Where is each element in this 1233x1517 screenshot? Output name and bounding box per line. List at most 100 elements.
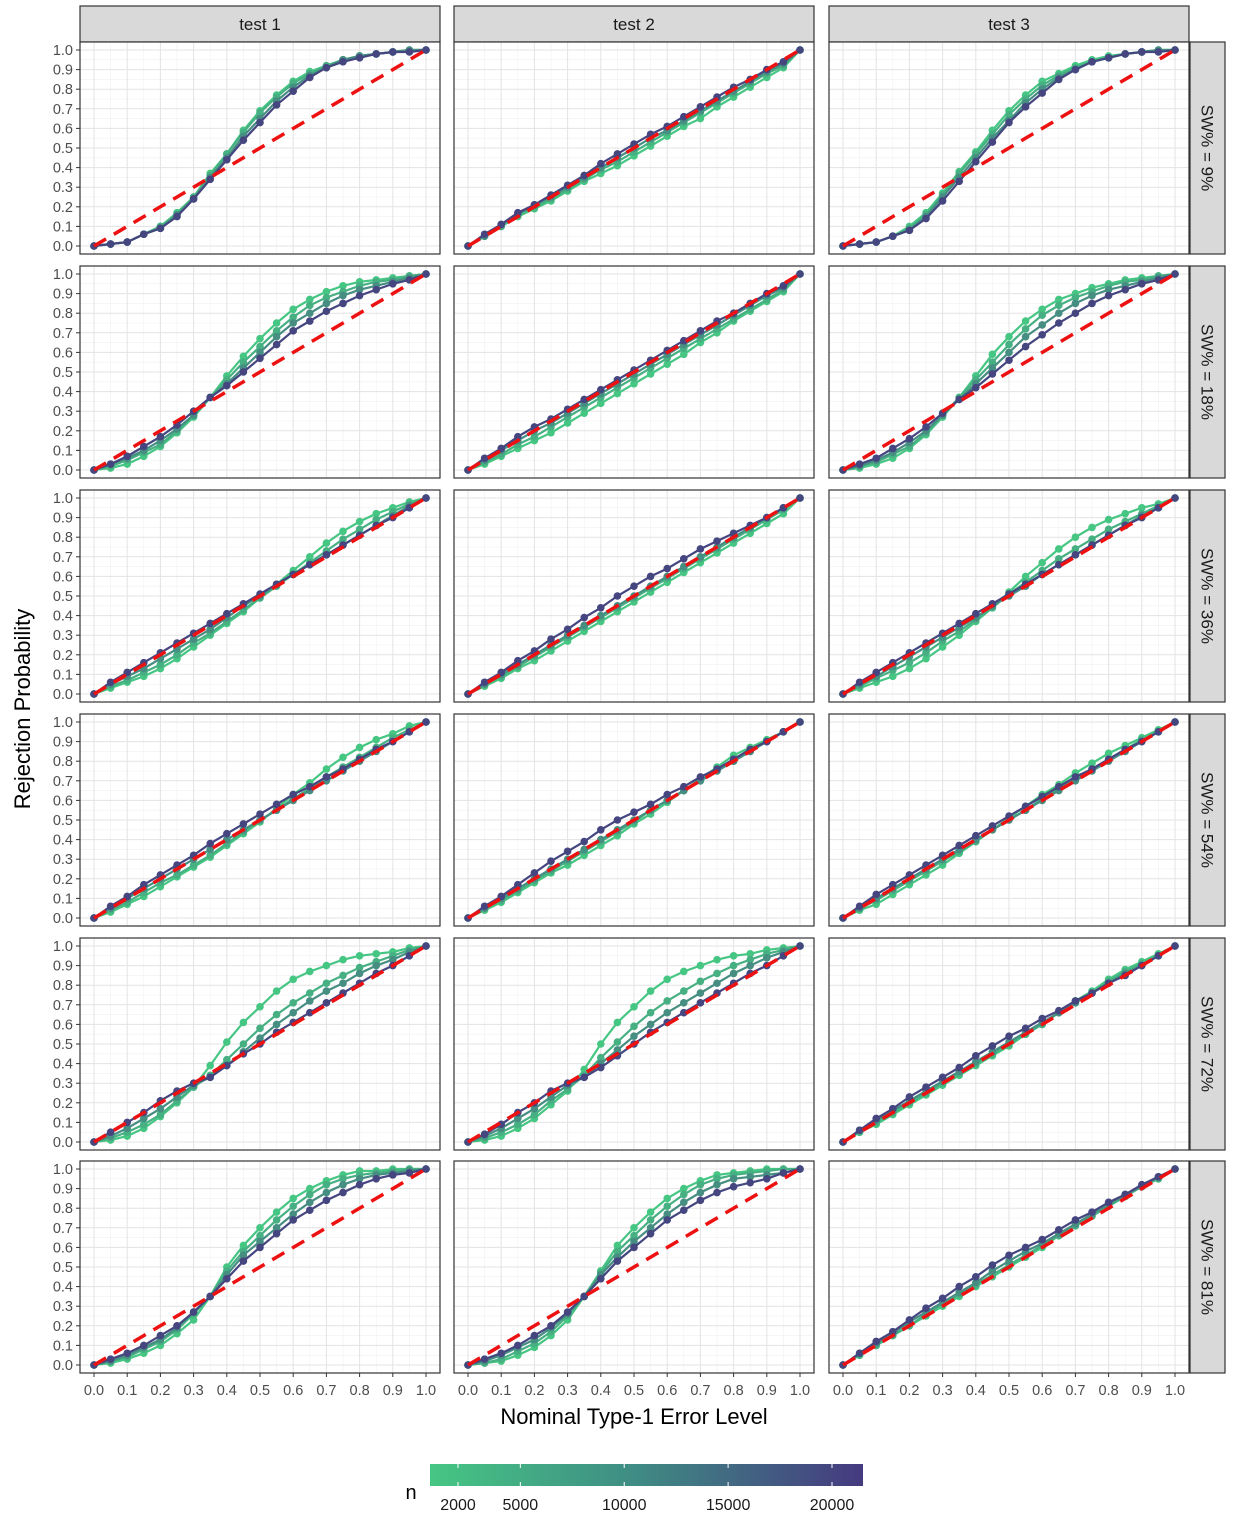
- data-point: [272, 319, 281, 327]
- data-point: [630, 379, 638, 388]
- data-point: [1055, 75, 1063, 84]
- y-tick-label: 0.2: [53, 424, 73, 440]
- data-point: [272, 332, 281, 341]
- y-tick-label: 0.6: [53, 793, 73, 809]
- data-point: [306, 560, 314, 569]
- data-point: [272, 1224, 281, 1232]
- data-point: [988, 358, 997, 367]
- data-point: [729, 961, 738, 970]
- colorbar-tick-label: 2000: [440, 1497, 476, 1514]
- data-point: [696, 999, 705, 1007]
- data-point: [480, 678, 489, 687]
- data-point: [680, 112, 688, 121]
- data-point: [889, 880, 897, 889]
- data-point: [322, 551, 331, 559]
- data-point: [223, 609, 231, 618]
- data-point: [514, 1341, 522, 1350]
- data-point: [1088, 291, 1096, 300]
- x-tick-label: 0.6: [283, 1383, 303, 1399]
- y-tick-label: 0.5: [53, 1260, 73, 1276]
- data-point: [480, 454, 489, 463]
- data-point: [580, 395, 588, 404]
- data-point: [938, 1073, 947, 1082]
- y-tick-label: 0.0: [53, 239, 73, 255]
- y-tick-label: 0.9: [53, 287, 73, 303]
- data-point: [514, 1120, 522, 1129]
- data-point: [173, 212, 181, 221]
- y-tick-label: 0.0: [53, 1135, 73, 1151]
- data-point: [289, 1008, 298, 1017]
- y-tick-label: 0.9: [53, 63, 73, 79]
- x-tick-label: 0.6: [1032, 1383, 1052, 1399]
- data-point: [955, 177, 963, 186]
- data-point: [696, 773, 705, 781]
- y-tick-label: 0.1: [53, 219, 73, 235]
- data-point: [372, 961, 381, 970]
- data-point: [1038, 558, 1046, 567]
- data-point: [547, 635, 555, 643]
- data-point: [872, 1114, 880, 1123]
- data-point: [322, 961, 331, 970]
- data-point: [156, 1331, 165, 1340]
- data-point: [646, 572, 655, 581]
- data-point: [306, 967, 314, 976]
- data-point: [306, 309, 314, 318]
- facet-panel: [828, 713, 1190, 927]
- x-tick-label: 0.1: [866, 1383, 886, 1399]
- data-point: [106, 240, 115, 248]
- data-point: [663, 997, 671, 1005]
- x-tick-label: 0.0: [833, 1383, 853, 1399]
- data-point: [206, 1073, 214, 1082]
- data-point: [156, 1110, 165, 1119]
- x-tick-label: 0.0: [458, 1383, 478, 1399]
- reference-line: [93, 496, 427, 696]
- data-point: [597, 385, 605, 394]
- y-tick-label: 0.6: [53, 1017, 73, 1033]
- data-point: [713, 969, 721, 978]
- data-point: [646, 1216, 655, 1224]
- facet-row-strip: SW% = 72%: [1189, 937, 1226, 1151]
- data-point: [646, 370, 655, 378]
- y-tick-label: 0.8: [53, 530, 73, 546]
- data-point: [696, 553, 705, 561]
- y-tick-label: 1.0: [53, 939, 73, 955]
- data-point: [1021, 572, 1030, 581]
- x-tick-label: 0.3: [558, 1383, 578, 1399]
- data-point: [646, 800, 655, 809]
- facet-panel: [828, 489, 1190, 703]
- y-tick-label: 0.8: [53, 82, 73, 98]
- data-point: [514, 880, 522, 889]
- data-point: [223, 155, 231, 164]
- data-point: [646, 987, 655, 995]
- data-point: [1088, 759, 1096, 767]
- legend-colorbar: [430, 1464, 863, 1486]
- data-point: [306, 1008, 314, 1017]
- data-point: [339, 1188, 347, 1197]
- data-point: [597, 159, 605, 168]
- y-tick-label: 1.0: [53, 267, 73, 283]
- data-point: [663, 1008, 671, 1017]
- data-point: [223, 381, 231, 390]
- facet-panel: [453, 41, 815, 255]
- data-point: [796, 1165, 804, 1173]
- y-tick-label: 0.3: [53, 628, 73, 644]
- data-point: [289, 319, 298, 327]
- colorbar-tick-label: 20000: [810, 1497, 855, 1514]
- data-point: [613, 150, 622, 158]
- data-point: [289, 1216, 298, 1224]
- data-point: [872, 454, 880, 463]
- data-point: [306, 295, 314, 304]
- data-point: [422, 1165, 430, 1173]
- data-point: [272, 101, 281, 109]
- data-point: [696, 989, 705, 997]
- data-point: [140, 1341, 148, 1350]
- panel-border: [828, 41, 1190, 255]
- data-point: [680, 1008, 688, 1017]
- data-point: [1021, 103, 1030, 111]
- data-point: [1021, 1243, 1030, 1252]
- data-point: [680, 1184, 688, 1193]
- colorbar-tick-label: 15000: [706, 1497, 751, 1514]
- facet-panel: 0.0 0.1 0.2 0.3 0.4 0.5 0.6 0.7 0.8 0.9 1.0: [53, 489, 441, 703]
- data-point: [140, 1114, 148, 1123]
- reference-line: [93, 720, 427, 920]
